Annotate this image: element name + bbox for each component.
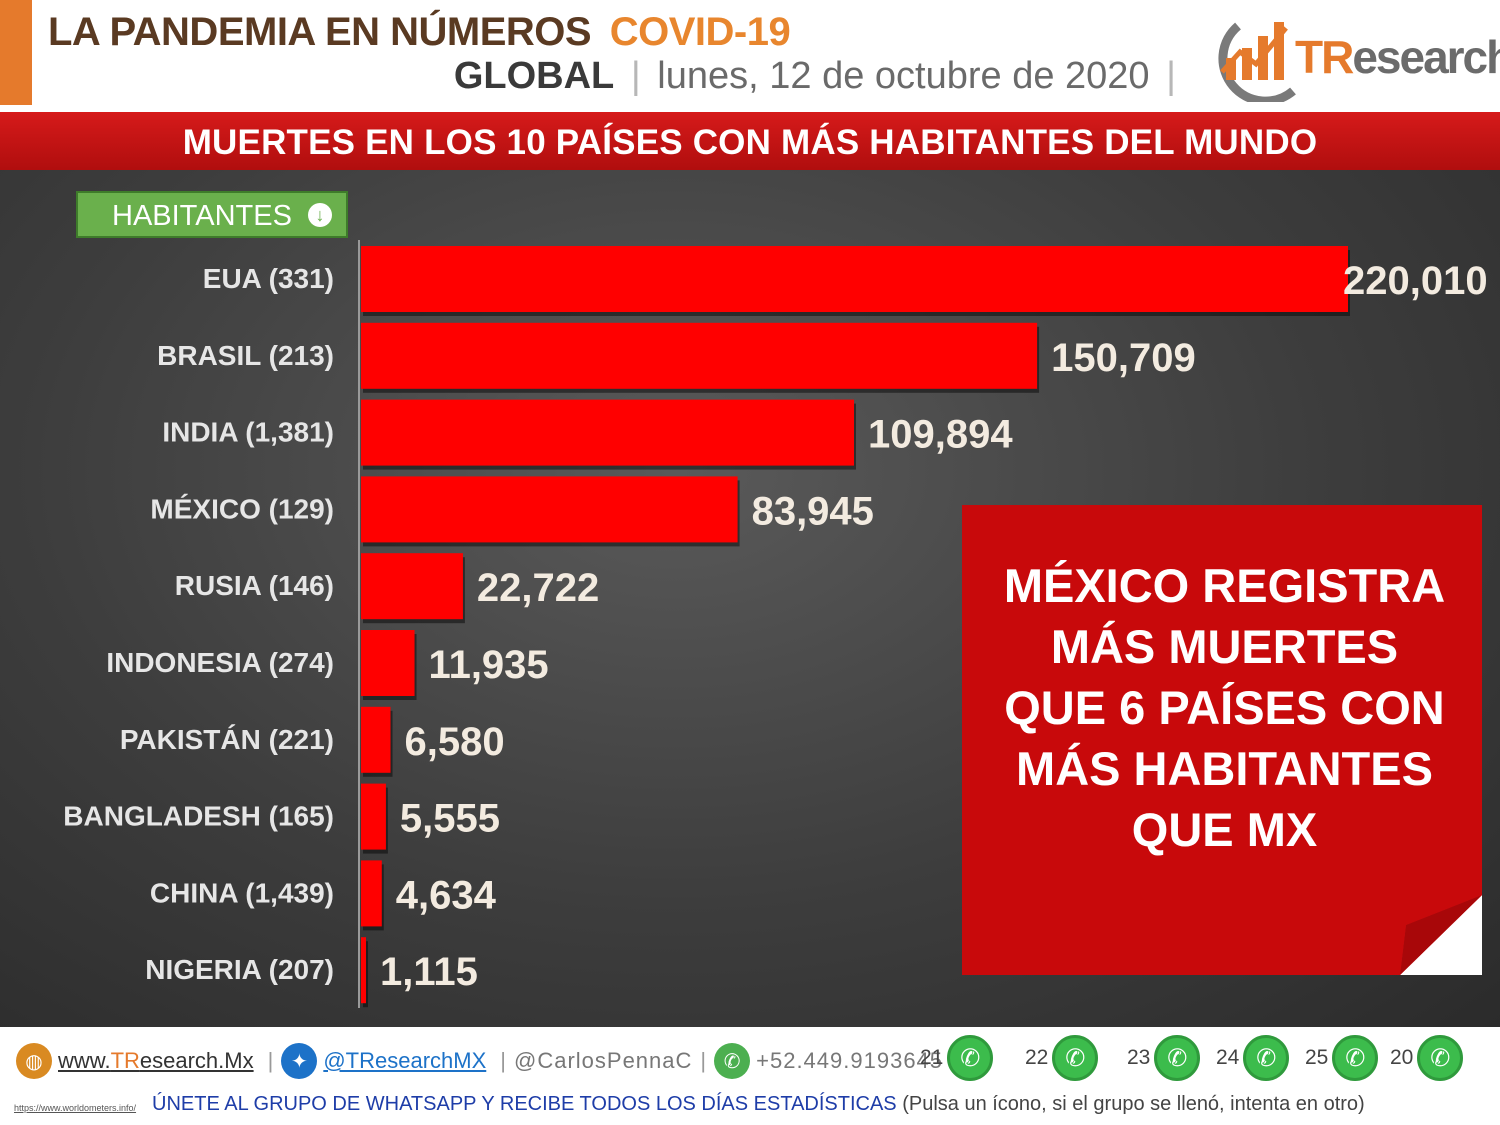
bar — [361, 476, 738, 543]
page-curl-icon — [1400, 895, 1482, 975]
phone-icon: ✆ — [714, 1043, 751, 1079]
separator: | — [267, 1048, 274, 1073]
website-suffix: esearch.Mx — [139, 1048, 254, 1073]
bar — [361, 553, 463, 620]
date-label: lunes, 12 de octubre de 2020 — [657, 55, 1150, 97]
whatsapp-icon[interactable]: ✆ — [1332, 1035, 1379, 1081]
data-label: 11,935 — [429, 643, 549, 687]
page-title: LA PANDEMIA EN NÚMEROS COVID-19 — [48, 10, 791, 55]
data-label: 4,634 — [396, 873, 497, 917]
phone-number: +52.449.9193645 — [756, 1048, 944, 1073]
bar — [361, 860, 382, 927]
contact-row: ◍ www.TResearch.Mx | ✦ @TResearchMX | @C… — [16, 1041, 965, 1081]
separator: | — [500, 1048, 506, 1073]
callout-text: MÉXICO REGISTRA MÁS MUERTES QUE 6 PAÍSES… — [1003, 559, 1446, 856]
data-label: 150,709 — [1051, 336, 1196, 380]
category-label: INDONESIA (274) — [106, 647, 334, 678]
whatsapp-group-24[interactable]: 24 ✆ — [1216, 1035, 1290, 1081]
bar — [361, 706, 391, 773]
category-label: BANGLADESH (165) — [63, 801, 334, 832]
separator: | — [630, 55, 641, 97]
bar-chart: EUA (331) 220,010 BRASIL (213) 150,709 INDIA… — [63, 240, 1488, 1008]
bar — [361, 937, 367, 1004]
category-label: MÉXICO (129) — [150, 493, 334, 524]
accent-stripe — [0, 0, 32, 105]
data-label: 22,722 — [477, 566, 599, 610]
bar — [361, 783, 386, 850]
whatsapp-group-number: 20 — [1390, 1046, 1414, 1069]
header: LA PANDEMIA EN NÚMEROS COVID-19 GLOBAL |… — [0, 0, 1500, 112]
website-link[interactable]: www.TResearch.Mx — [58, 1048, 254, 1074]
footer: ◍ www.TResearch.Mx | ✦ @TResearchMX | @C… — [0, 1027, 1500, 1125]
category-label: PAKISTÁN (221) — [120, 724, 334, 755]
website-prefix: www. — [58, 1048, 111, 1073]
tresearch-logo-icon — [1218, 22, 1296, 102]
join-text: ÚNETE AL GRUPO DE WHATSAPP Y RECIBE TODO… — [152, 1093, 897, 1115]
data-label: 5,555 — [400, 797, 500, 841]
personal-handle[interactable]: @CarlosPennaC — [513, 1048, 693, 1073]
whatsapp-group-number: 25 — [1305, 1046, 1329, 1069]
logo-wordmark: TResearch — [1295, 30, 1500, 84]
title-text: LA PANDEMIA EN NÚMEROS — [48, 10, 592, 54]
bar — [361, 246, 1348, 312]
logo-text: esearch — [1352, 31, 1500, 83]
data-label: 220,010 — [1343, 259, 1488, 303]
whatsapp-icon[interactable]: ✆ — [1052, 1035, 1099, 1081]
arrow-down-circle-icon: ↓ — [308, 203, 332, 227]
join-hint: (Pulsa un ícono, si el grupo se llenó, i… — [902, 1093, 1365, 1115]
category-label: CHINA (1,439) — [150, 877, 334, 908]
source-link[interactable]: https://www.worldometers.info/ — [14, 1103, 137, 1113]
separator: | — [1166, 55, 1176, 97]
data-label: 6,580 — [405, 720, 505, 764]
region-label: GLOBAL — [453, 55, 615, 97]
logo-accent: TR — [1295, 31, 1354, 83]
whatsapp-group-21[interactable]: 21 ✆ — [920, 1035, 994, 1081]
join-message: ÚNETE AL GRUPO DE WHATSAPP Y RECIBE TODO… — [152, 1093, 1365, 1116]
bar — [361, 630, 415, 696]
whatsapp-group-number: 24 — [1216, 1046, 1240, 1069]
banner-title: MUERTES EN LOS 10 PAÍSES CON MÁS HABITAN… — [182, 123, 1318, 162]
whatsapp-group-25[interactable]: 25 ✆ — [1305, 1035, 1379, 1081]
separator: | — [700, 1048, 707, 1073]
habitantes-badge: HABITANTES ↓ — [76, 191, 348, 238]
whatsapp-group-20[interactable]: 20 ✆ — [1390, 1035, 1464, 1081]
category-label: INDIA (1,381) — [162, 417, 334, 448]
title-accent: COVID-19 — [609, 10, 791, 54]
whatsapp-icon[interactable]: ✆ — [1154, 1035, 1201, 1081]
callout-box: MÉXICO REGISTRA MÁS MUERTES QUE 6 PAÍSES… — [962, 505, 1482, 975]
website-accent: TR — [110, 1048, 140, 1073]
data-label: 1,115 — [380, 950, 478, 994]
habitantes-label: HABITANTES — [112, 200, 292, 232]
whatsapp-icon[interactable]: ✆ — [947, 1035, 994, 1081]
data-label: 109,894 — [868, 413, 1013, 457]
whatsapp-group-number: 21 — [920, 1046, 944, 1069]
whatsapp-icon[interactable]: ✆ — [1417, 1035, 1464, 1081]
category-label: NIGERIA (207) — [145, 954, 334, 985]
twitter-icon: ✦ — [281, 1043, 318, 1079]
subtitle: GLOBAL | lunes, 12 de octubre de 2020 | — [454, 55, 1182, 98]
data-label: 83,945 — [752, 489, 874, 533]
bar — [361, 399, 855, 466]
globe-icon: ◍ — [16, 1043, 52, 1079]
category-label: EUA (331) — [203, 263, 334, 294]
chart-banner: MUERTES EN LOS 10 PAÍSES CON MÁS HABITAN… — [0, 112, 1500, 170]
whatsapp-group-number: 23 — [1127, 1046, 1151, 1069]
whatsapp-group-23[interactable]: 23 ✆ — [1127, 1035, 1201, 1081]
category-label: RUSIA (146) — [175, 570, 334, 601]
twitter-link[interactable]: @TResearchMX — [323, 1048, 487, 1073]
whatsapp-group-number: 22 — [1025, 1046, 1049, 1069]
bar — [361, 322, 1038, 389]
category-label: BRASIL (213) — [157, 340, 334, 371]
whatsapp-icon[interactable]: ✆ — [1243, 1035, 1290, 1081]
whatsapp-group-22[interactable]: 22 ✆ — [1025, 1035, 1099, 1081]
